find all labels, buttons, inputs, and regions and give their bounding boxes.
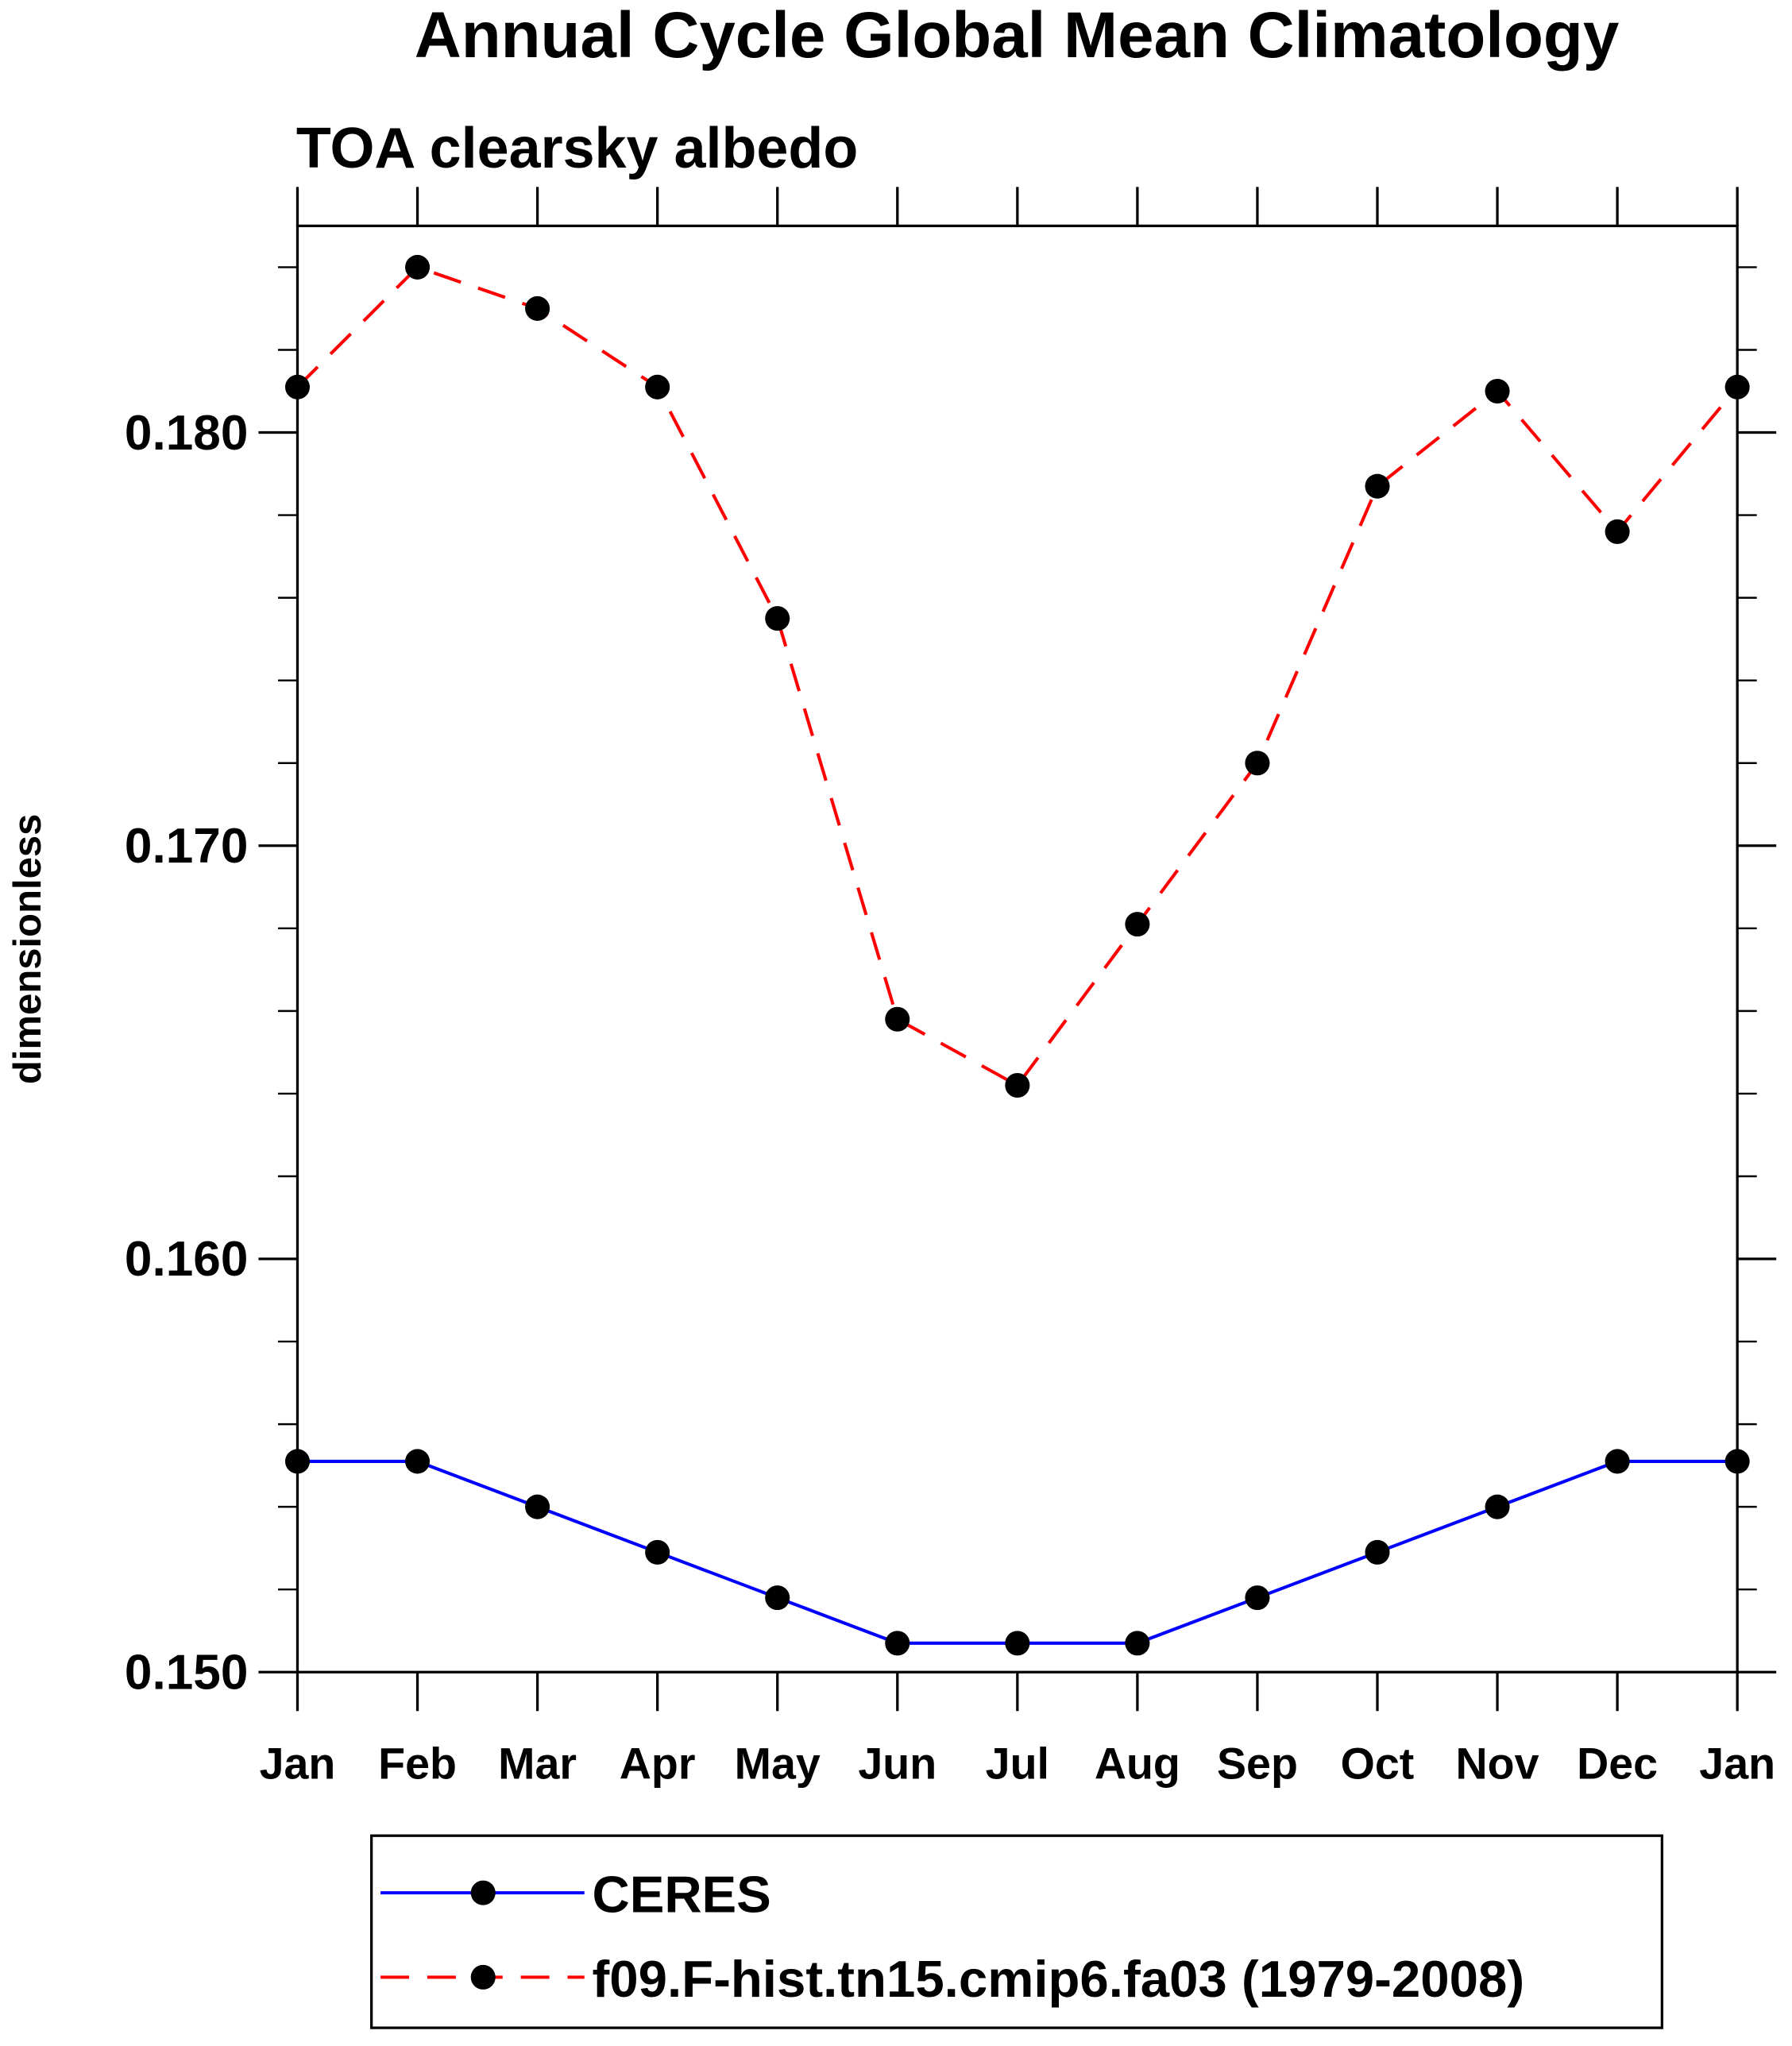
data-point — [1125, 912, 1150, 937]
data-point — [1365, 1539, 1390, 1565]
series-line-1 — [296, 265, 1739, 1088]
legend-label-0: CERES — [593, 1866, 771, 1924]
axes: Jan Feb Mar Apr May Jun Jul Aug Sep Oct Nov Dec Jan0… — [125, 187, 1777, 1788]
y-tick-label: 0.170 — [125, 819, 248, 874]
legend: CERES f09.F-hist.tn15.cmip6.fa03 (1979-20… — [370, 1834, 1663, 2029]
y-tick-label: 0.150 — [125, 1646, 248, 1700]
x-tick-label: Jul — [986, 1739, 1049, 1788]
legend-label-1: f09.F-hist.tn15.cmip6.fa03 (1979-2008) — [593, 1950, 1525, 2008]
data-point — [1724, 1449, 1750, 1474]
data-point — [284, 374, 311, 400]
y-tick-label: 0.160 — [125, 1232, 248, 1287]
data-point — [1245, 751, 1270, 776]
x-tick-label: Nov — [1456, 1739, 1539, 1788]
legend-marker-1 — [470, 1964, 496, 1990]
plot-frame — [295, 224, 1739, 1673]
series-line-0 — [297, 1459, 1738, 1645]
legend-marker-0 — [470, 1880, 496, 1905]
data-point — [1125, 1631, 1150, 1656]
chart-subtitle: TOA clearsky albedo — [296, 117, 858, 180]
x-tick-label: Apr — [620, 1739, 696, 1788]
data-point — [645, 374, 670, 400]
data-point — [525, 295, 550, 321]
data-point — [1605, 1449, 1630, 1474]
x-tick-label: Jan — [1699, 1739, 1775, 1788]
data-point — [525, 1494, 550, 1519]
x-tick-label: Jan — [260, 1739, 336, 1788]
data-point — [1245, 1585, 1270, 1611]
data-point — [284, 1449, 311, 1474]
data-point — [1365, 473, 1390, 499]
data-point — [1485, 1494, 1510, 1519]
data-point — [765, 1585, 790, 1611]
x-tick-label: Dec — [1577, 1739, 1658, 1788]
data-point — [885, 1006, 910, 1032]
series-group — [284, 254, 1750, 1656]
legend-box — [370, 1834, 1663, 2029]
x-tick-label: Feb — [378, 1739, 457, 1788]
data-point — [765, 606, 790, 631]
x-tick-label: Sep — [1217, 1739, 1298, 1788]
y-tick-label: 0.180 — [125, 406, 248, 461]
data-point — [1724, 374, 1750, 400]
x-tick-label: May — [735, 1739, 821, 1788]
chart-title: Annual Cycle Global Mean Climatology — [415, 0, 1620, 71]
x-tick-label: Oct — [1341, 1739, 1415, 1788]
x-tick-label: Mar — [498, 1739, 577, 1788]
data-point — [645, 1539, 670, 1565]
x-tick-label: Jun — [858, 1739, 937, 1788]
data-point — [885, 1631, 910, 1656]
data-point — [1605, 519, 1630, 544]
x-tick-label: Aug — [1095, 1739, 1180, 1788]
data-point — [405, 254, 431, 280]
data-point — [1005, 1631, 1030, 1656]
y-axis-label: dimensionless — [6, 814, 49, 1085]
data-point — [1485, 378, 1510, 404]
data-point — [1005, 1072, 1030, 1098]
data-point — [405, 1449, 431, 1474]
